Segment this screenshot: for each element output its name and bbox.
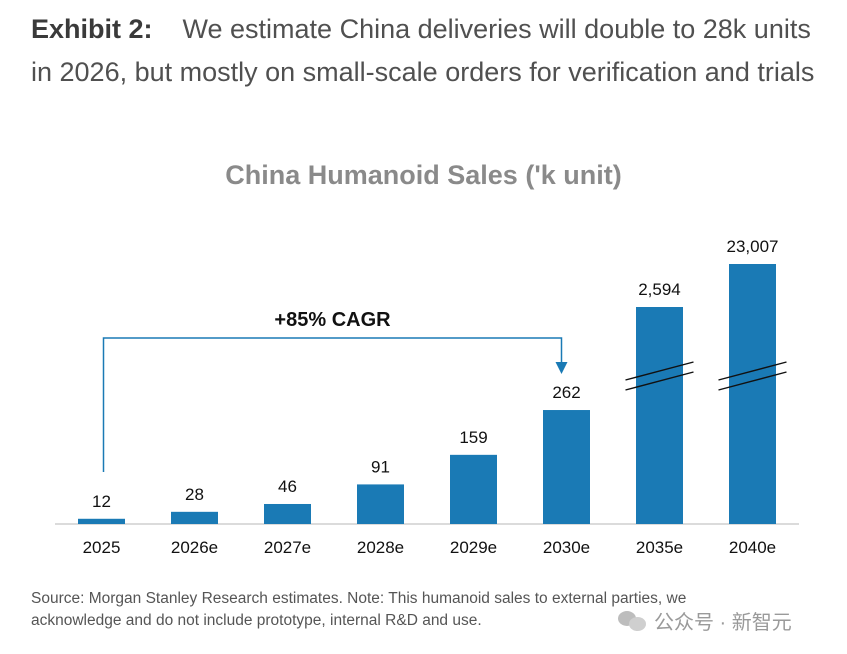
axis-break-2035e-b (625, 371, 694, 391)
source-note: Source: Morgan Stanley Research estimate… (31, 590, 687, 629)
bar-2040e (729, 264, 776, 524)
chart-title: China Humanoid Sales ('k unit) (225, 160, 622, 190)
bar-2027e (264, 503, 311, 524)
x-tick-2029e: 2029e (450, 538, 497, 557)
exhibit-heading: Exhibit 2: We estimate China deliveries w… (31, 8, 831, 94)
data-label-2030e: 262 (552, 383, 580, 402)
data-label-2040e: 23,007 (727, 237, 779, 256)
bar-2026e (171, 511, 218, 524)
x-tick-2040e: 2040e (729, 538, 776, 557)
data-label-2026e: 28 (185, 485, 204, 504)
data-label-2025: 12 (92, 492, 111, 511)
bar-2030e (543, 410, 590, 524)
cagr-label: +85% CAGR (274, 309, 391, 331)
x-tick-2025: 2025 (83, 538, 121, 557)
bar-2025 (78, 518, 125, 524)
x-tick-2027e: 2027e (264, 538, 311, 557)
x-tick-2028e: 2028e (357, 538, 404, 557)
x-tick-2026e: 2026e (171, 538, 218, 557)
data-label-2035e: 2,594 (638, 280, 681, 299)
bar-2028e (357, 484, 404, 524)
watermark-text: 公众号 · 新智元 (654, 612, 792, 634)
exhibit-label: Exhibit 2: (31, 14, 153, 44)
watermark: 公众号 · 新智元 (618, 606, 792, 635)
data-label-2027e: 46 (278, 477, 297, 496)
bar-2029e (450, 454, 497, 524)
data-label-2028e: 91 (371, 457, 390, 476)
axis-break-2035e-a (625, 361, 694, 381)
exhibit-text: We estimate China deliveries will double… (31, 14, 815, 87)
bar-2035e (636, 307, 683, 524)
axis-break-2040e-a (718, 361, 787, 381)
wechat-icon (618, 610, 648, 632)
x-tick-2035e: 2035e (636, 538, 683, 557)
cagr-arrowhead (555, 362, 568, 375)
axis-break-2040e-b (718, 371, 787, 391)
data-label-2029e: 159 (459, 428, 487, 447)
cagr-bracket (102, 337, 563, 472)
x-tick-2030e: 2030e (543, 538, 590, 557)
